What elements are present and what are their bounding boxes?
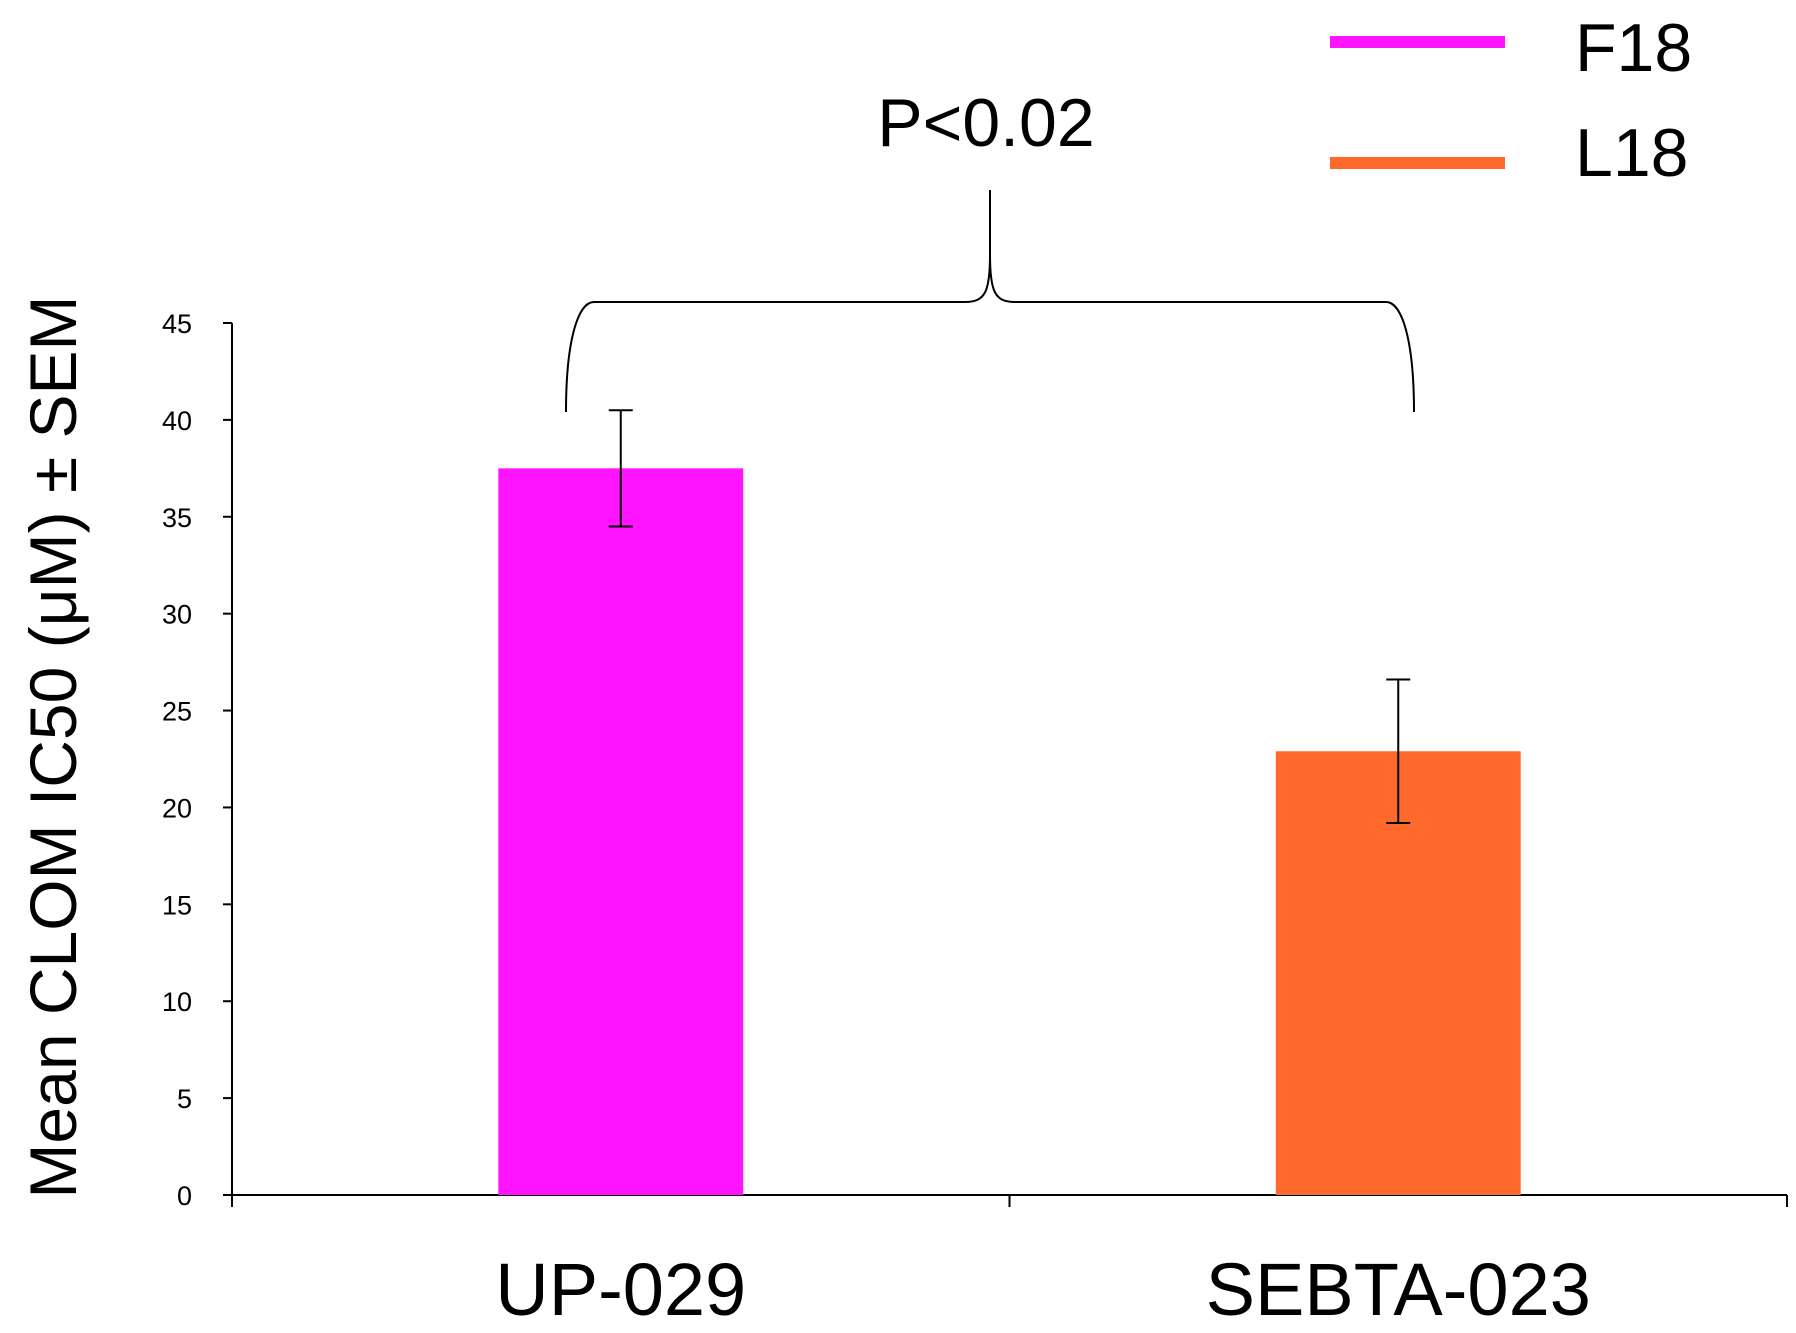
y-tick-label: 25 xyxy=(162,697,192,727)
bars xyxy=(498,468,1521,1195)
error-bars xyxy=(608,409,1411,824)
y-tick-label: 45 xyxy=(162,309,192,339)
legend: F18 L18 xyxy=(1330,10,1692,191)
category-labels: UP-029 SEBTA-023 xyxy=(495,1248,1591,1331)
y-tick-label: 40 xyxy=(162,406,192,436)
bar xyxy=(498,468,744,1195)
significance-annotation: P<0.02 xyxy=(877,85,1094,161)
y-tick-label: 5 xyxy=(177,1084,192,1114)
y-tick-label: 15 xyxy=(162,890,192,920)
bar xyxy=(1275,751,1521,1195)
category-label: SEBTA-023 xyxy=(1206,1248,1591,1331)
y-axis-label: Mean CLOM IC50 (μM) ± SEM xyxy=(16,295,90,1198)
significance-brace xyxy=(565,190,1415,413)
y-ticks: 0 5 10 15 20 25 30 35 40 45 xyxy=(162,309,232,1211)
legend-label-l18: L18 xyxy=(1575,115,1688,191)
y-tick-label: 20 xyxy=(162,793,192,823)
y-tick-label: 10 xyxy=(162,987,192,1017)
x-ticks xyxy=(231,1195,1788,1207)
category-label: UP-029 xyxy=(495,1248,746,1331)
y-tick-label: 35 xyxy=(162,503,192,533)
y-tick-label: 0 xyxy=(177,1181,192,1211)
y-tick-label: 30 xyxy=(162,600,192,630)
legend-label-f18: F18 xyxy=(1575,10,1692,86)
